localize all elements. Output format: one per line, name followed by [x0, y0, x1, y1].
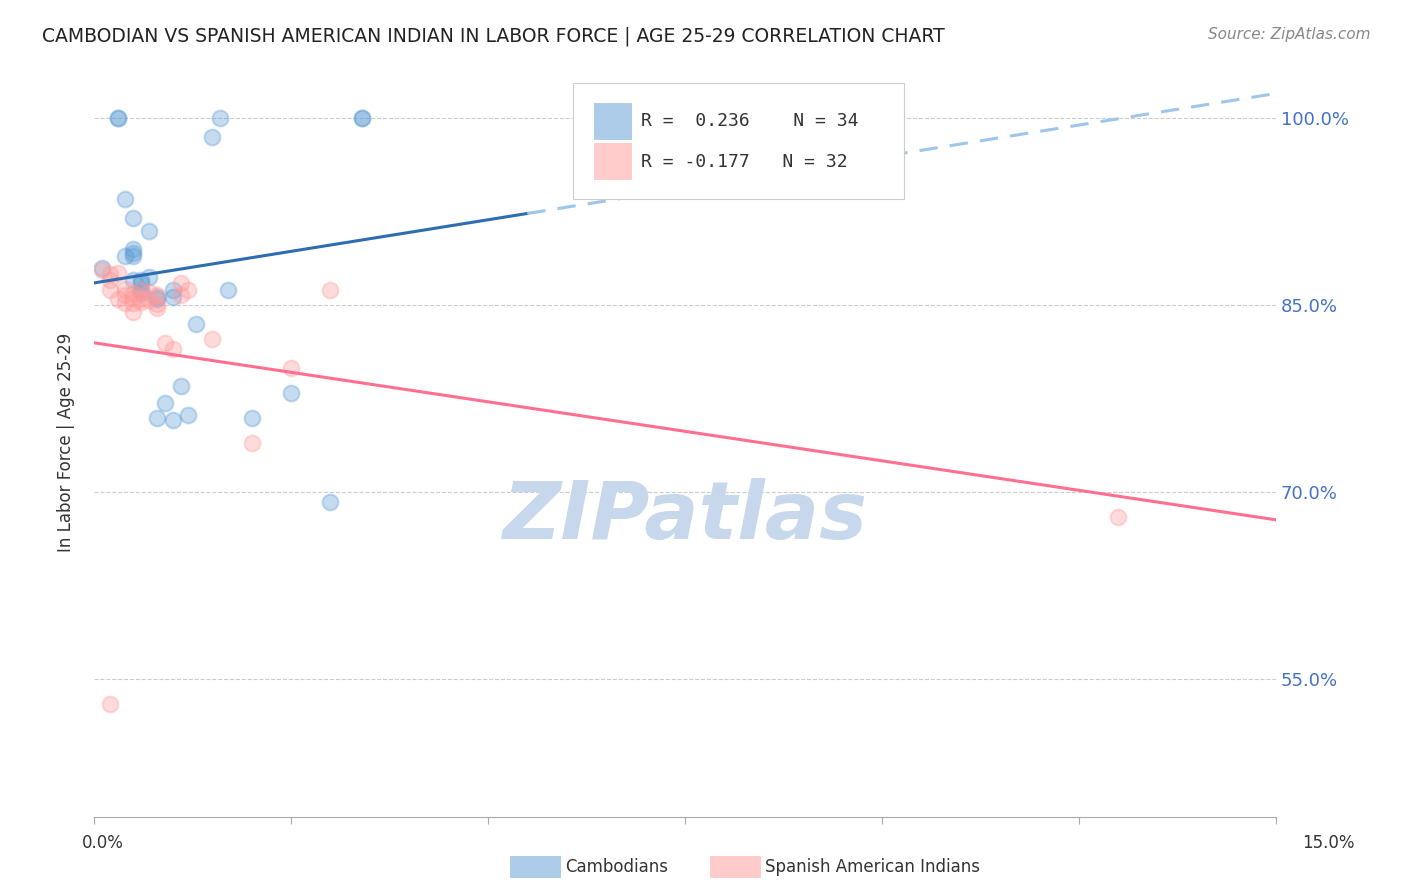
Text: R =  0.236    N = 34: R = 0.236 N = 34 [641, 112, 859, 130]
Point [177, 408, 200, 422]
Point [177, 284, 200, 298]
Point [129, 294, 152, 309]
Point [162, 413, 184, 427]
Point [122, 285, 145, 300]
Point [129, 285, 152, 300]
Point [217, 284, 239, 298]
Point [107, 292, 129, 306]
Point [138, 285, 160, 299]
Point [122, 246, 145, 260]
Point [122, 211, 145, 226]
Point [138, 269, 160, 284]
Point [146, 292, 169, 306]
Point [138, 224, 160, 238]
Point [90, 260, 112, 275]
Point [169, 379, 191, 393]
Point [169, 276, 191, 290]
Text: R = -0.177   N = 32: R = -0.177 N = 32 [641, 153, 848, 171]
Point [107, 266, 129, 280]
Point [129, 284, 152, 298]
Point [240, 435, 263, 450]
Text: 15.0%: 15.0% [1302, 834, 1355, 852]
Point [114, 288, 136, 302]
Point [114, 296, 136, 310]
Point [350, 112, 373, 126]
Point [162, 290, 184, 304]
Point [208, 112, 231, 126]
Point [107, 112, 129, 126]
Point [114, 282, 136, 296]
Point [122, 242, 145, 256]
Point [90, 263, 112, 277]
Point [129, 273, 152, 287]
Point [98, 698, 121, 712]
Point [98, 284, 121, 298]
Text: Spanish American Indians: Spanish American Indians [765, 858, 980, 876]
Text: ZIPatlas: ZIPatlas [502, 478, 868, 557]
Point [122, 291, 145, 305]
Point [350, 112, 373, 126]
Point [280, 360, 302, 375]
Point [98, 273, 121, 287]
Point [319, 495, 342, 509]
Point [186, 317, 208, 331]
Point [146, 410, 169, 425]
Point [1107, 510, 1129, 524]
FancyBboxPatch shape [593, 144, 631, 180]
Text: CAMBODIAN VS SPANISH AMERICAN INDIAN IN LABOR FORCE | AGE 25-29 CORRELATION CHAR: CAMBODIAN VS SPANISH AMERICAN INDIAN IN … [42, 27, 945, 46]
Point [122, 273, 145, 287]
Point [114, 193, 136, 207]
Point [146, 290, 169, 304]
Text: 0.0%: 0.0% [82, 834, 124, 852]
Y-axis label: In Labor Force | Age 25-29: In Labor Force | Age 25-29 [58, 333, 75, 552]
Point [319, 284, 342, 298]
Point [129, 284, 152, 298]
Point [138, 293, 160, 308]
FancyBboxPatch shape [593, 103, 631, 139]
Point [107, 112, 129, 126]
Point [240, 410, 263, 425]
Text: Cambodians: Cambodians [565, 858, 668, 876]
FancyBboxPatch shape [572, 84, 904, 200]
Point [146, 288, 169, 302]
Point [201, 332, 224, 346]
Point [98, 267, 121, 281]
Point [114, 248, 136, 262]
Point [129, 292, 152, 306]
Point [162, 342, 184, 356]
Point [146, 301, 169, 315]
Point [169, 288, 191, 302]
Point [153, 395, 176, 409]
Point [201, 130, 224, 145]
Point [122, 248, 145, 262]
Text: Source: ZipAtlas.com: Source: ZipAtlas.com [1208, 27, 1371, 42]
Point [146, 297, 169, 311]
Point [280, 385, 302, 400]
Point [129, 276, 152, 290]
Point [122, 296, 145, 310]
Point [153, 335, 176, 350]
Point [162, 284, 184, 298]
Point [122, 304, 145, 318]
